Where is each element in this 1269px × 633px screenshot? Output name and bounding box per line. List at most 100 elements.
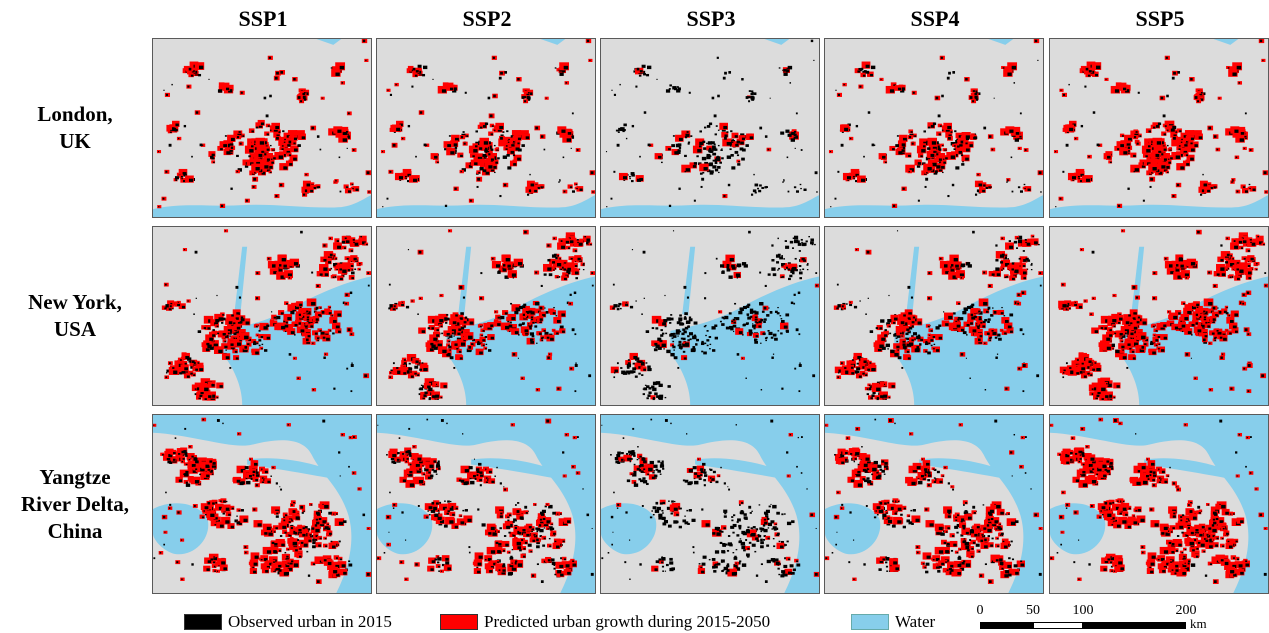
- map-svg: [1050, 227, 1268, 405]
- water-area: [471, 458, 576, 483]
- legend-observed: Observed urban in 2015: [184, 612, 392, 632]
- map-svg: [825, 227, 1043, 405]
- urban-cells: [601, 418, 819, 583]
- map-svg: [153, 227, 371, 405]
- map-panel-london-ssp1: [152, 38, 372, 218]
- urban-cells: [156, 39, 371, 209]
- column-title-ssp1: SSP1: [238, 6, 288, 31]
- map-svg: [1050, 39, 1268, 217]
- map-panel-yangtze-ssp5: [1049, 414, 1269, 594]
- map-panel-yangtze-ssp4: [824, 414, 1044, 594]
- water-area: [894, 276, 1043, 405]
- urban-cells: [825, 418, 1043, 584]
- water-area: [316, 39, 342, 45]
- map-svg: [377, 39, 595, 217]
- water-area: [1050, 415, 1268, 593]
- map-panel-london-ssp2: [376, 38, 596, 218]
- water-area: [825, 195, 1043, 217]
- urban-cells: [609, 230, 819, 401]
- legend-swatch-water: [851, 614, 889, 630]
- water-area: [540, 39, 566, 45]
- legend-swatch-red: [440, 614, 478, 630]
- urban-cells: [828, 39, 1043, 209]
- column-title-ssp2: SSP2: [462, 6, 512, 31]
- scale-segment: [1083, 622, 1186, 629]
- map-svg: [601, 415, 819, 593]
- legend-swatch-black: [184, 614, 222, 630]
- water-area: [601, 503, 657, 555]
- row-title-new-york: New York, USA: [28, 290, 122, 341]
- row-title-london: London, UK: [37, 102, 113, 153]
- water-area: [988, 39, 1014, 45]
- map-panel-yangtze-ssp3: [600, 414, 820, 594]
- urban-cells: [1053, 39, 1268, 209]
- map-panel-yangtze-ssp2: [376, 414, 596, 594]
- water-area: [919, 458, 1024, 483]
- water-area: [1131, 246, 1145, 316]
- scale-unit: km: [1190, 616, 1207, 631]
- urban-cells: [605, 39, 818, 208]
- legend-label: Observed urban in 2015: [228, 612, 392, 631]
- water-area: [1119, 276, 1268, 405]
- map-panel-new-york-ssp3: [600, 226, 820, 406]
- map-svg: [601, 227, 819, 405]
- scale-tick: 200: [1175, 603, 1197, 618]
- urban-cells: [161, 229, 371, 401]
- scale-segment: [1033, 622, 1083, 629]
- water-area: [695, 458, 800, 483]
- map-svg: [825, 39, 1043, 217]
- map-panel-new-york-ssp1: [152, 226, 372, 406]
- map-svg: [825, 415, 1043, 593]
- water-area: [377, 415, 595, 593]
- column-title-ssp4: SSP4: [910, 6, 960, 31]
- water-area: [906, 246, 920, 316]
- scale-segment: [980, 622, 1033, 629]
- water-area: [247, 458, 352, 483]
- map-svg: [1050, 415, 1268, 593]
- water-area: [377, 195, 595, 217]
- urban-cells: [1058, 229, 1268, 401]
- water-area: [670, 276, 819, 405]
- map-svg: [153, 415, 371, 593]
- map-svg: [377, 227, 595, 405]
- map-panel-london-ssp5: [1049, 38, 1269, 218]
- legend-predicted: Predicted urban growth during 2015-2050: [440, 612, 770, 632]
- legend-label: Water: [895, 612, 936, 631]
- scale-tick: 50: [1026, 603, 1040, 618]
- water-area: [153, 195, 371, 217]
- water-area: [601, 415, 819, 593]
- water-area: [234, 246, 248, 316]
- map-panel-new-york-ssp4: [824, 226, 1044, 406]
- map-svg: [377, 415, 595, 593]
- urban-cells: [153, 417, 371, 584]
- water-area: [222, 276, 371, 405]
- scale-tick: 0: [976, 603, 984, 618]
- urban-cells: [388, 229, 595, 401]
- map-panel-london-ssp3: [600, 38, 820, 218]
- water-area: [1213, 39, 1239, 45]
- urban-cells: [1050, 417, 1268, 584]
- urban-cells: [377, 418, 594, 583]
- map-panel-new-york-ssp5: [1049, 226, 1269, 406]
- map-svg: [601, 39, 819, 217]
- water-area: [446, 276, 595, 405]
- urban-cells: [833, 230, 1043, 401]
- water-area: [825, 415, 1043, 593]
- water-area: [458, 246, 472, 316]
- water-area: [601, 195, 819, 217]
- water-area: [764, 39, 790, 45]
- map-panel-london-ssp4: [824, 38, 1044, 218]
- urban-cells: [380, 39, 595, 208]
- water-area: [1144, 458, 1249, 483]
- row-title-yangtze: Yangtze River Delta, China: [20, 464, 130, 543]
- scale-tick: 100: [1072, 603, 1094, 618]
- map-panel-yangtze-ssp1: [152, 414, 372, 594]
- legend-label: Predicted urban growth during 2015-2050: [484, 612, 771, 631]
- column-title-ssp3: SSP3: [686, 6, 736, 31]
- water-area: [682, 246, 696, 316]
- map-svg: [153, 39, 371, 217]
- land-area: [601, 39, 819, 217]
- water-area: [153, 415, 371, 593]
- scale-bar: 0 50 100 200 km: [966, 603, 1216, 633]
- water-area: [1050, 195, 1268, 217]
